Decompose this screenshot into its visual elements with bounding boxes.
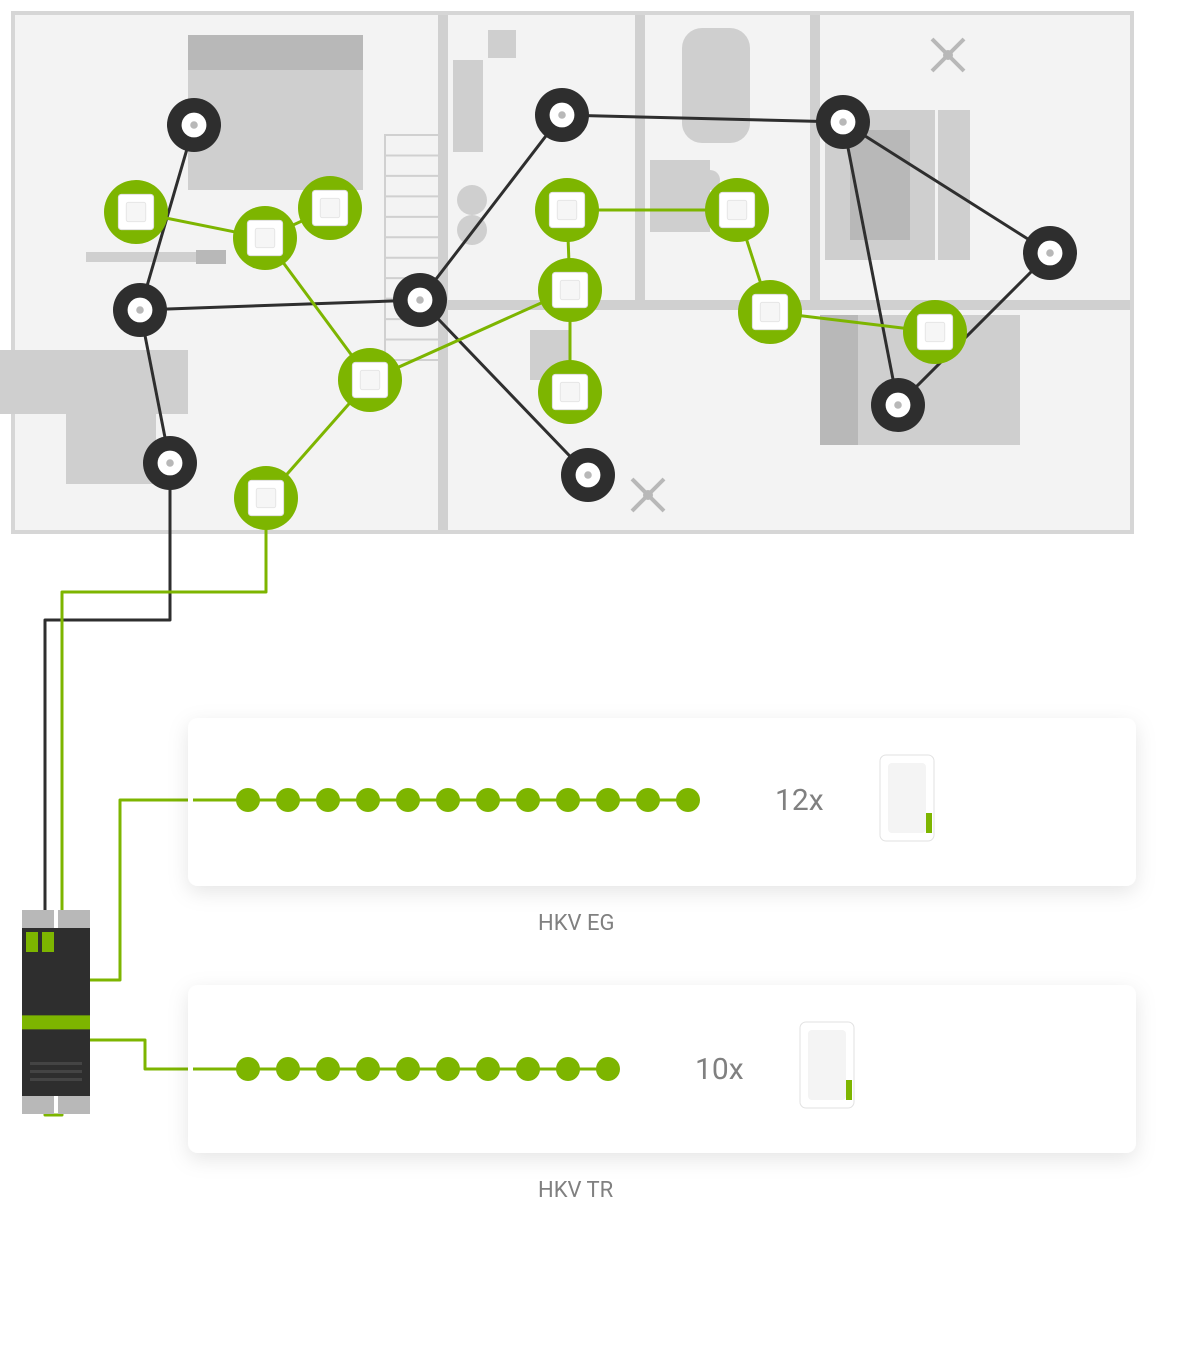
panel-dot [236,1057,260,1081]
panel-dot [316,788,340,812]
panel-count-label: 12x [775,783,824,818]
panel_tr: 10x HKV TR [188,985,1136,1203]
sensor-node [393,273,447,327]
sensor-node [561,448,615,502]
switch-node [338,348,402,412]
panel-dot [476,1057,500,1081]
panel-dot [356,788,380,812]
sensor-node [816,95,870,149]
switch-node [104,180,168,244]
panel-dot [636,788,660,812]
switch-node [705,178,769,242]
panel-caption: HKV EG [538,911,614,936]
panel-dot [276,788,300,812]
panel-dot [316,1057,340,1081]
panel-dot [556,1057,580,1081]
panel-caption: HKV TR [538,1178,614,1203]
panel-dot [436,788,460,812]
sensor-node [871,378,925,432]
panel-dot [436,1057,460,1081]
panel-dot [396,788,420,812]
valve-device-icon [800,1022,854,1108]
panel-dot [516,788,540,812]
switch-node [535,178,599,242]
panel-dot [596,788,620,812]
sensor-node [535,88,589,142]
panel-dot [516,1057,540,1081]
switch-node [233,206,297,270]
sensor-node [1023,226,1077,280]
panel-dot [356,1057,380,1081]
valve-device-icon [880,755,934,841]
panel-dot [396,1057,420,1081]
panel-dot [556,788,580,812]
panel-dot [596,1057,620,1081]
panel_eg: 12x HKV EG [188,718,1136,936]
switch-node [538,360,602,424]
switch-node [903,300,967,364]
panel-dot [276,1057,300,1081]
controller-module [22,910,90,1114]
diagram-canvas: 12x HKV EG 10x HKV TR [0,0,1187,1350]
sensor-node [143,436,197,490]
switch-node [298,176,362,240]
sensor-node [167,98,221,152]
switch-node [538,258,602,322]
switch-node [234,466,298,530]
panel-dot [676,788,700,812]
panel-count-label: 10x [695,1052,744,1087]
switch-node [738,280,802,344]
panel-dot [236,788,260,812]
sensor-node [113,283,167,337]
panel-dot [476,788,500,812]
